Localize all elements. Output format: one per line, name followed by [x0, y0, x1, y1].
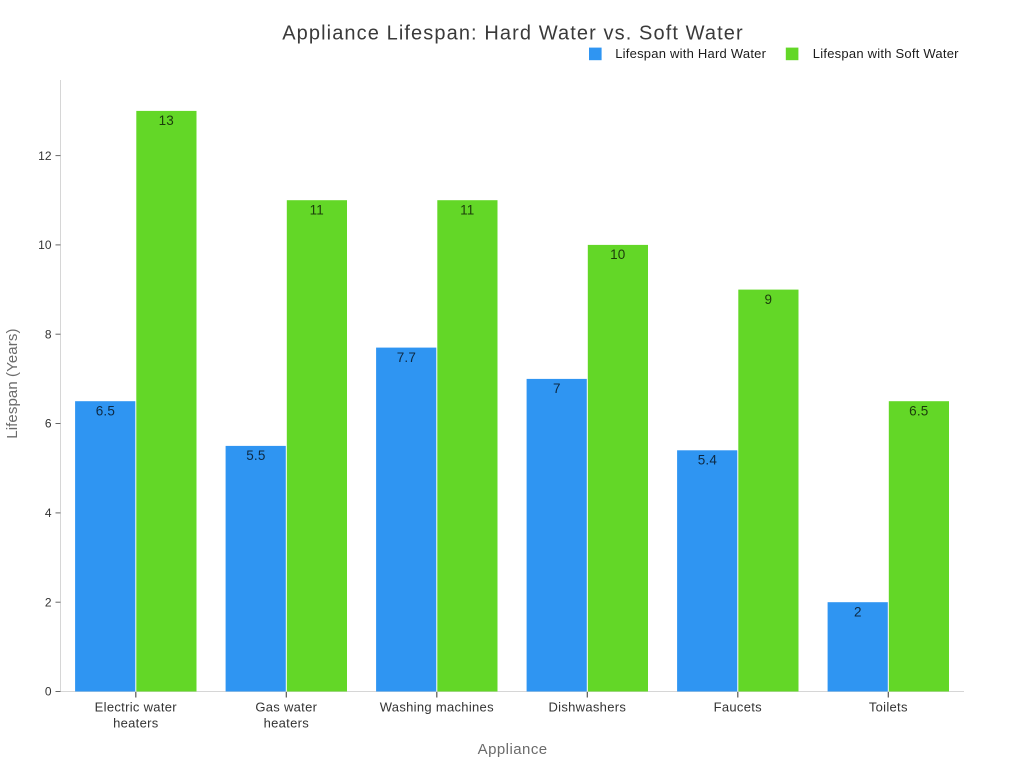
- svg-text:Dishwashers: Dishwashers: [548, 699, 626, 714]
- svg-text:Lifespan with Hard Water: Lifespan with Hard Water: [615, 46, 766, 61]
- svg-text:9: 9: [764, 292, 772, 307]
- svg-text:10: 10: [610, 247, 625, 262]
- svg-text:Faucets: Faucets: [714, 699, 763, 714]
- svg-text:6.5: 6.5: [96, 403, 115, 418]
- svg-text:11: 11: [310, 202, 324, 217]
- svg-text:6: 6: [45, 417, 52, 431]
- svg-text:Electric water: Electric water: [95, 699, 178, 714]
- svg-text:7: 7: [553, 381, 561, 396]
- svg-text:13: 13: [159, 113, 174, 128]
- svg-text:Lifespan with Soft Water: Lifespan with Soft Water: [813, 46, 959, 61]
- svg-text:Gas water: Gas water: [255, 699, 317, 714]
- svg-text:10: 10: [38, 238, 52, 252]
- svg-text:0: 0: [45, 685, 52, 699]
- svg-text:5.5: 5.5: [246, 448, 265, 463]
- svg-text:11: 11: [460, 202, 474, 217]
- svg-text:6.5: 6.5: [909, 403, 928, 418]
- svg-text:12: 12: [38, 149, 52, 163]
- svg-text:Toilets: Toilets: [869, 699, 908, 714]
- svg-text:4: 4: [45, 506, 52, 520]
- svg-text:heaters: heaters: [264, 716, 310, 731]
- svg-text:2: 2: [45, 595, 52, 609]
- svg-text:8: 8: [45, 327, 52, 341]
- svg-text:heaters: heaters: [113, 716, 159, 731]
- svg-text:5.4: 5.4: [698, 453, 718, 468]
- svg-text:7.7: 7.7: [397, 350, 416, 365]
- svg-text:Appliance Lifespan: Hard Water: Appliance Lifespan: Hard Water vs. Soft …: [282, 23, 744, 45]
- svg-text:2: 2: [854, 604, 862, 619]
- svg-text:Washing machines: Washing machines: [380, 699, 494, 714]
- svg-text:Appliance: Appliance: [478, 741, 548, 758]
- svg-text:Lifespan (Years): Lifespan (Years): [4, 328, 21, 438]
